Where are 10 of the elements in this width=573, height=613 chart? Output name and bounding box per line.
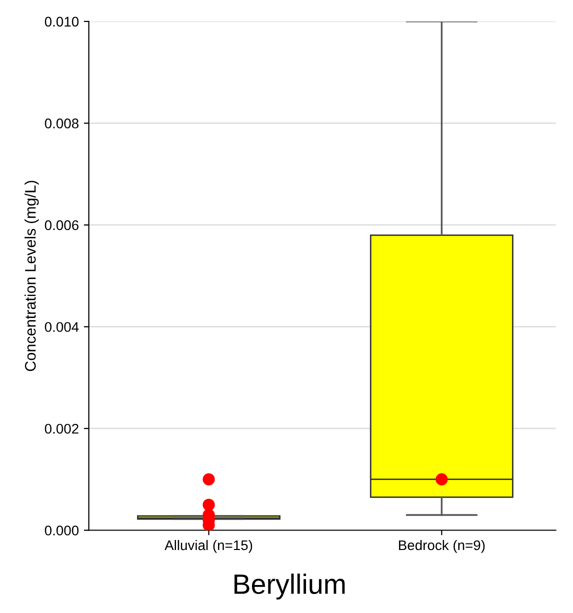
y-tick-label: 0.002 <box>44 424 78 434</box>
x-tick-label: Bedrock (n=9) <box>399 540 485 553</box>
x-tick-label: Alluvial (n=15) <box>164 540 252 553</box>
text: Beryllium <box>234 574 345 600</box>
y-axis-title: Concentration Levels (mg/L) <box>24 180 39 372</box>
y-tick-label: 0.000 <box>44 526 79 536</box>
y-tick-label: 0.008 <box>44 118 78 128</box>
y-tick-label: 0.010 <box>44 16 79 27</box>
y-tick-label: 0.004 <box>44 322 79 332</box>
y-tick-label: 0.006 <box>44 220 78 230</box>
